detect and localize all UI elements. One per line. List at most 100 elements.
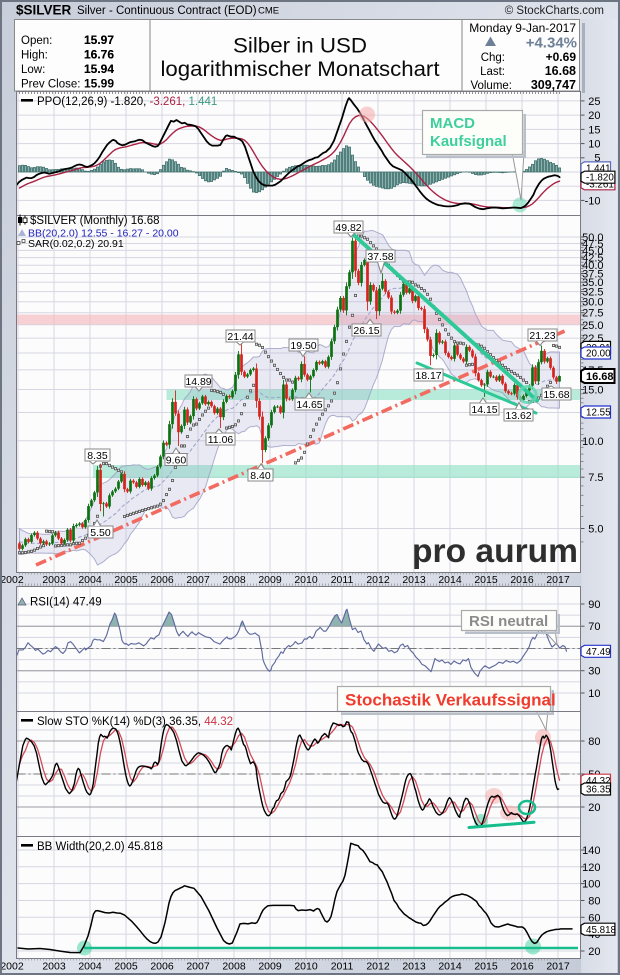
svg-text:2006: 2006 bbox=[150, 574, 174, 586]
svg-text:36.35: 36.35 bbox=[586, 785, 611, 796]
svg-text:2015: 2015 bbox=[474, 961, 498, 973]
svg-text:18.17: 18.17 bbox=[415, 370, 441, 382]
svg-text:49.82: 49.82 bbox=[335, 222, 361, 234]
svg-text:12.55: 12.55 bbox=[586, 408, 611, 419]
svg-text:2015: 2015 bbox=[474, 574, 498, 586]
svg-text:13.62: 13.62 bbox=[505, 410, 531, 422]
svg-text:5.50: 5.50 bbox=[90, 527, 111, 539]
svg-text:2017: 2017 bbox=[546, 961, 570, 973]
svg-text:-1.820: -1.820 bbox=[586, 173, 614, 184]
svg-text:Chg:: Chg: bbox=[481, 52, 505, 64]
svg-text:15.99: 15.99 bbox=[84, 77, 114, 91]
svg-text:+4.34%: +4.34% bbox=[526, 35, 577, 52]
svg-text:90: 90 bbox=[588, 599, 600, 611]
svg-text:$SILVER (Monthly) 16.68: $SILVER (Monthly) 16.68 bbox=[30, 215, 160, 227]
svg-text:45.818: 45.818 bbox=[586, 925, 617, 936]
svg-text:25.0: 25.0 bbox=[582, 320, 603, 332]
svg-text:8.35: 8.35 bbox=[87, 450, 108, 462]
svg-text:2004: 2004 bbox=[78, 574, 102, 586]
svg-text:+0.69: +0.69 bbox=[546, 50, 577, 64]
svg-text:2009: 2009 bbox=[258, 574, 282, 586]
svg-text:25: 25 bbox=[588, 96, 600, 108]
svg-text:20: 20 bbox=[588, 110, 600, 122]
svg-text:2016: 2016 bbox=[510, 961, 534, 973]
svg-text:80: 80 bbox=[588, 895, 600, 907]
svg-text:70: 70 bbox=[588, 621, 600, 633]
svg-text:5.0: 5.0 bbox=[588, 524, 603, 536]
svg-text:2002: 2002 bbox=[0, 961, 24, 973]
svg-text:High:: High: bbox=[21, 50, 48, 62]
svg-text:2003: 2003 bbox=[42, 961, 66, 973]
svg-text:Silver - Continuous Contract (: Silver - Continuous Contract (EOD) bbox=[77, 5, 257, 17]
svg-text:Monday 9-Jan-2017: Monday 9-Jan-2017 bbox=[469, 21, 576, 35]
svg-text:16.68: 16.68 bbox=[586, 371, 614, 383]
svg-text:2013: 2013 bbox=[402, 574, 426, 586]
svg-text:14.65: 14.65 bbox=[296, 399, 322, 411]
svg-text:2011: 2011 bbox=[331, 574, 354, 586]
svg-text:309,747: 309,747 bbox=[531, 78, 576, 92]
svg-text:80: 80 bbox=[588, 736, 600, 748]
svg-text:2012: 2012 bbox=[366, 961, 390, 973]
svg-text:2005: 2005 bbox=[114, 574, 138, 586]
svg-text:2009: 2009 bbox=[258, 961, 282, 973]
svg-text:2007: 2007 bbox=[186, 961, 210, 973]
svg-text:2006: 2006 bbox=[150, 961, 174, 973]
svg-text:Silber in USD: Silber in USD bbox=[233, 34, 367, 58]
svg-text:2005: 2005 bbox=[114, 961, 138, 973]
svg-text:2012: 2012 bbox=[366, 574, 390, 586]
svg-text:100: 100 bbox=[582, 879, 600, 891]
svg-text:37.58: 37.58 bbox=[367, 251, 393, 263]
svg-text:15.0: 15.0 bbox=[582, 384, 603, 396]
svg-text:SAR(0.02,0.2) 20.91: SAR(0.02,0.2) 20.91 bbox=[28, 238, 124, 250]
svg-text:Last:: Last: bbox=[480, 66, 505, 78]
svg-text:47.49: 47.49 bbox=[586, 647, 611, 658]
svg-text:120: 120 bbox=[582, 862, 600, 874]
svg-text:20: 20 bbox=[588, 946, 600, 958]
svg-text:-10: -10 bbox=[585, 195, 601, 207]
svg-text:140: 140 bbox=[582, 845, 600, 857]
svg-text:MACD: MACD bbox=[430, 115, 475, 132]
svg-text:21.44: 21.44 bbox=[227, 331, 253, 343]
svg-text:7.5: 7.5 bbox=[588, 472, 603, 484]
svg-text:$SILVER: $SILVER bbox=[16, 3, 72, 18]
svg-text:2008: 2008 bbox=[222, 574, 246, 586]
svg-text:8.40: 8.40 bbox=[250, 470, 271, 482]
svg-text:CME: CME bbox=[258, 6, 279, 17]
svg-text:2017: 2017 bbox=[546, 574, 570, 586]
svg-text:Kaufsignal: Kaufsignal bbox=[430, 133, 507, 150]
svg-text:2002: 2002 bbox=[0, 574, 24, 586]
svg-text:14.15: 14.15 bbox=[471, 404, 497, 416]
svg-text:2010: 2010 bbox=[294, 574, 318, 586]
svg-text:Volume:: Volume: bbox=[470, 80, 512, 92]
svg-text:9.60: 9.60 bbox=[166, 454, 187, 466]
svg-text:Slow STO %K(14) %D(3) 36.35, 4: Slow STO %K(14) %D(3) 36.35, 44.32 bbox=[37, 716, 233, 728]
svg-text:2008: 2008 bbox=[222, 961, 246, 973]
svg-text:10.0: 10.0 bbox=[582, 436, 603, 448]
svg-text:15.94: 15.94 bbox=[84, 62, 114, 76]
svg-text:RSI(14) 47.49: RSI(14) 47.49 bbox=[30, 597, 102, 609]
svg-text:Prev Close:: Prev Close: bbox=[21, 79, 80, 91]
svg-text:15: 15 bbox=[588, 124, 600, 136]
svg-text:2014: 2014 bbox=[438, 961, 462, 973]
svg-text:2010: 2010 bbox=[294, 961, 318, 973]
svg-text:26.15: 26.15 bbox=[353, 325, 379, 337]
svg-text:27.5: 27.5 bbox=[582, 308, 603, 320]
svg-text:BB Width(20,2.0) 45.818: BB Width(20,2.0) 45.818 bbox=[37, 841, 163, 853]
svg-text:20: 20 bbox=[588, 802, 600, 814]
svg-text:30: 30 bbox=[588, 666, 600, 678]
svg-text:60: 60 bbox=[588, 912, 600, 924]
svg-text:11.06: 11.06 bbox=[208, 434, 234, 446]
svg-text:14.89: 14.89 bbox=[185, 376, 211, 388]
svg-text:10: 10 bbox=[588, 139, 600, 151]
svg-text:Low:: Low: bbox=[21, 64, 45, 76]
svg-text:logarithmischer Monatschart: logarithmischer Monatschart bbox=[161, 57, 440, 81]
svg-text:16.76: 16.76 bbox=[84, 48, 114, 62]
svg-text:19.50: 19.50 bbox=[290, 340, 316, 352]
svg-text:20.00: 20.00 bbox=[586, 349, 611, 360]
svg-text:© StockCharts.com: © StockCharts.com bbox=[505, 5, 604, 17]
svg-text:RSI neutral: RSI neutral bbox=[469, 613, 548, 630]
svg-text:pro aurum: pro aurum bbox=[412, 532, 578, 569]
svg-text:Open:: Open: bbox=[21, 35, 52, 47]
svg-text:2007: 2007 bbox=[186, 574, 210, 586]
svg-text:PPO(12,26,9) -1.820, -3.261, 1: PPO(12,26,9) -1.820, -3.261, 1.441 bbox=[37, 96, 217, 108]
